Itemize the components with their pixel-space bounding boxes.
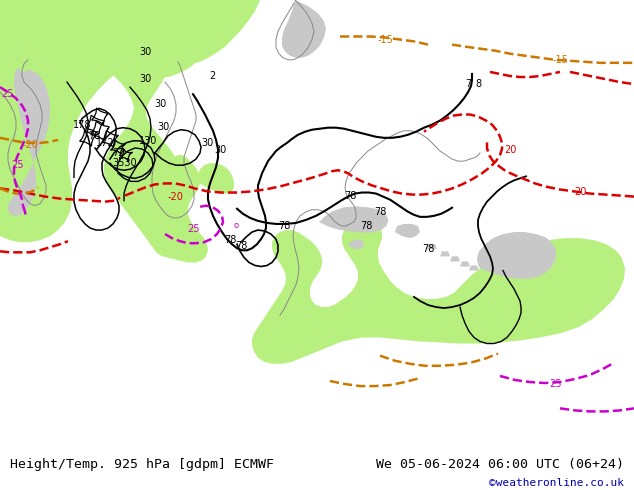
Text: 78: 78: [224, 235, 236, 245]
Polygon shape: [198, 163, 234, 194]
Text: -20: -20: [22, 140, 38, 150]
Polygon shape: [440, 251, 450, 256]
Text: 130: 130: [139, 136, 157, 146]
Polygon shape: [320, 207, 388, 232]
Text: 78: 78: [344, 191, 356, 200]
Text: 25: 25: [1, 89, 13, 99]
Text: 78: 78: [374, 207, 386, 217]
Text: 30: 30: [214, 145, 226, 155]
Text: o: o: [233, 221, 238, 230]
Text: 30: 30: [157, 122, 169, 132]
Text: 30: 30: [201, 138, 213, 148]
Polygon shape: [150, 155, 208, 263]
Polygon shape: [68, 42, 188, 258]
Text: ©weatheronline.co.uk: ©weatheronline.co.uk: [489, 478, 624, 488]
Text: -15: -15: [552, 55, 568, 65]
Text: 78: 78: [360, 221, 372, 231]
Text: 30: 30: [139, 47, 151, 57]
Text: 78: 78: [278, 221, 290, 231]
Polygon shape: [282, 0, 326, 58]
Text: -20: -20: [167, 192, 183, 201]
Polygon shape: [427, 244, 437, 249]
Text: We 05-06-2024 06:00 UTC (06+24): We 05-06-2024 06:00 UTC (06+24): [377, 458, 624, 470]
Polygon shape: [477, 232, 556, 279]
Text: 178: 178: [73, 120, 91, 130]
Text: 2: 2: [209, 71, 215, 81]
Text: 30: 30: [139, 74, 151, 84]
Polygon shape: [348, 239, 364, 249]
Text: 25: 25: [12, 160, 24, 170]
Text: 20: 20: [574, 187, 586, 196]
Polygon shape: [460, 262, 470, 267]
Polygon shape: [8, 68, 50, 216]
Text: 25: 25: [187, 224, 199, 234]
Text: 72: 72: [112, 148, 124, 158]
Text: 78: 78: [422, 245, 434, 254]
Text: 7: 7: [465, 79, 471, 89]
Text: Height/Temp. 925 hPa [gdpm] ECMWF: Height/Temp. 925 hPa [gdpm] ECMWF: [10, 458, 273, 470]
Polygon shape: [395, 224, 420, 238]
Polygon shape: [70, 0, 208, 78]
Polygon shape: [0, 0, 260, 242]
Polygon shape: [252, 220, 625, 364]
Polygon shape: [469, 266, 479, 270]
Text: 8: 8: [475, 79, 481, 89]
Text: 78: 78: [235, 241, 247, 251]
Text: 25: 25: [549, 379, 561, 389]
Text: 78: 78: [88, 131, 100, 141]
Text: 172: 172: [96, 138, 114, 148]
Text: 30: 30: [154, 99, 166, 109]
Polygon shape: [450, 256, 460, 262]
Text: 20: 20: [504, 145, 516, 155]
Text: 3530: 3530: [113, 158, 138, 168]
Text: -15: -15: [377, 34, 393, 45]
